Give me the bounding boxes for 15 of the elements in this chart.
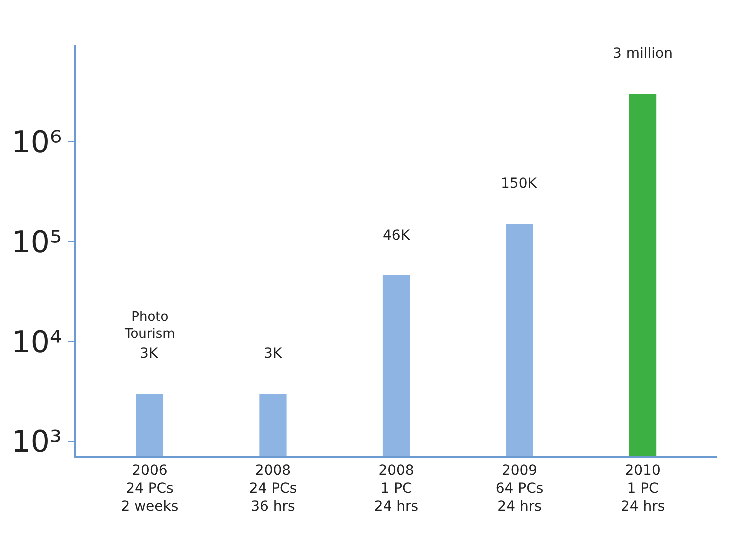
x-tick-label: 2008 1 PC 24 hrs [374,462,419,516]
data-label: 3 million [613,46,673,62]
data-label: 46K [383,228,411,244]
data-label: 3K [140,346,159,362]
y-tick-label: 10³ [12,425,62,460]
x-tick-label: 2009 64 PCs 24 hrs [496,462,544,516]
y-tick-label: 10⁵ [12,225,62,260]
y-tick-label: 10⁴ [12,325,62,360]
x-tick-label: 2008 24 PCs 36 hrs [249,462,298,516]
data-label: 150K [501,176,538,192]
x-tick-label: 2010 1 PC 24 hrs [620,462,666,516]
annotation: Photo Tourism [124,310,176,342]
x-tick-label: 2006 24 PCs 2 weeks [121,462,179,516]
data-label: 3K [264,346,283,362]
y-tick-label: 10⁶ [12,125,62,160]
